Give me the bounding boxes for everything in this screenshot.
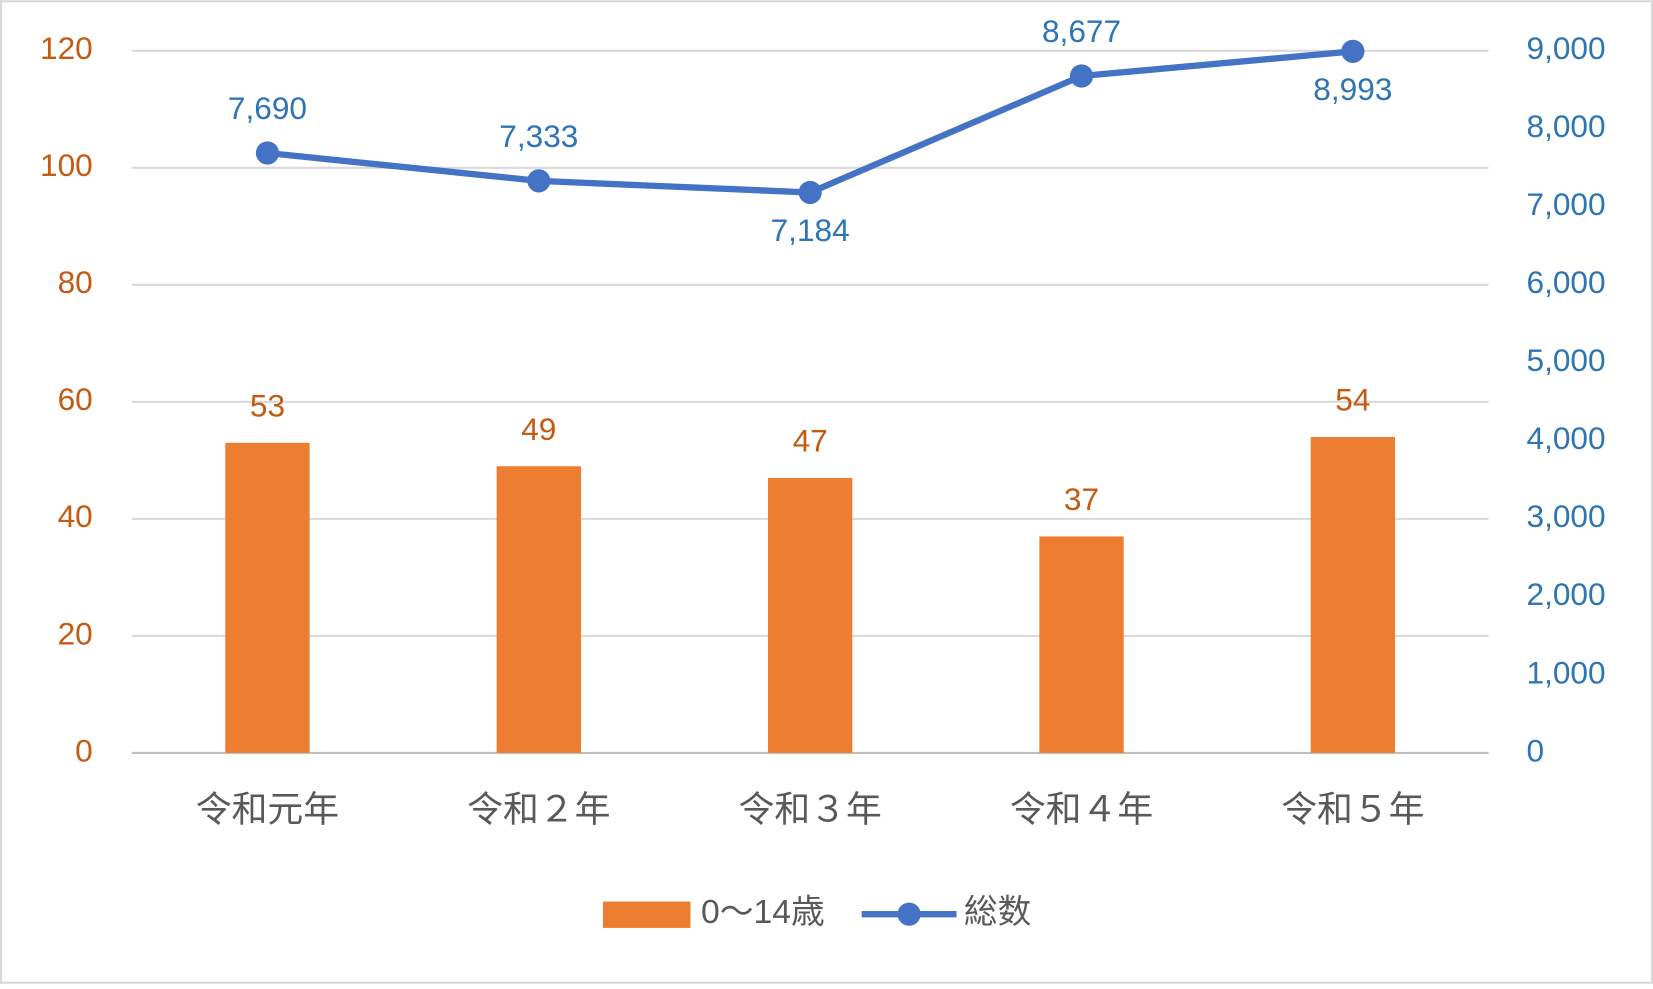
y2-tick-label: 0 [1526,732,1544,768]
legend-marker [897,902,921,926]
y2-tick-label: 8,000 [1526,108,1605,144]
data-label: 8,677 [1042,13,1121,49]
data-label: 7,333 [499,118,578,154]
y2-tick-label: 2,000 [1526,576,1605,612]
x-tick-label: 令和２年 [467,789,610,829]
line-marker [798,180,822,205]
y-tick-label: 20 [58,615,93,651]
data-label: 53 [250,387,285,423]
y-tick-label: 80 [58,264,93,300]
y2-tick-label: 4,000 [1526,420,1605,456]
y2-tick-label: 3,000 [1526,498,1605,534]
data-label: 37 [1064,481,1099,517]
bar [1310,436,1396,753]
data-label: 47 [793,422,828,458]
bar [1039,536,1124,753]
legend-label: 0～14歳 [701,893,825,931]
data-label: 8,993 [1313,71,1392,107]
bar [225,442,310,753]
bar [767,477,853,753]
y2-tick-label: 6,000 [1526,264,1605,300]
y-tick-label: 0 [75,732,93,768]
y-tick-label: 100 [40,147,93,183]
legend-swatch [603,901,691,928]
bar [496,466,581,753]
data-label: 7,184 [771,212,850,248]
data-label: 7,690 [228,90,307,126]
data-label: 54 [1335,382,1370,418]
line-marker [1069,64,1094,88]
y2-tick-label: 7,000 [1526,186,1605,222]
x-tick-label: 令和４年 [1010,789,1153,829]
x-tick-label: 令和５年 [1281,789,1424,829]
y2-tick-label: 9,000 [1526,30,1605,66]
line-marker [527,169,551,193]
y2-tick-label: 1,000 [1526,654,1605,690]
data-label: 49 [521,411,556,447]
line-marker [255,141,280,165]
y-tick-label: 40 [58,498,93,534]
y-tick-label: 120 [40,30,93,66]
line-marker [1341,39,1365,63]
x-tick-label: 令和元年 [196,789,339,829]
legend-label: 総数 [964,893,1031,931]
x-tick-label: 令和３年 [739,789,882,829]
y2-tick-label: 5,000 [1526,342,1605,378]
y-tick-label: 60 [58,381,93,417]
